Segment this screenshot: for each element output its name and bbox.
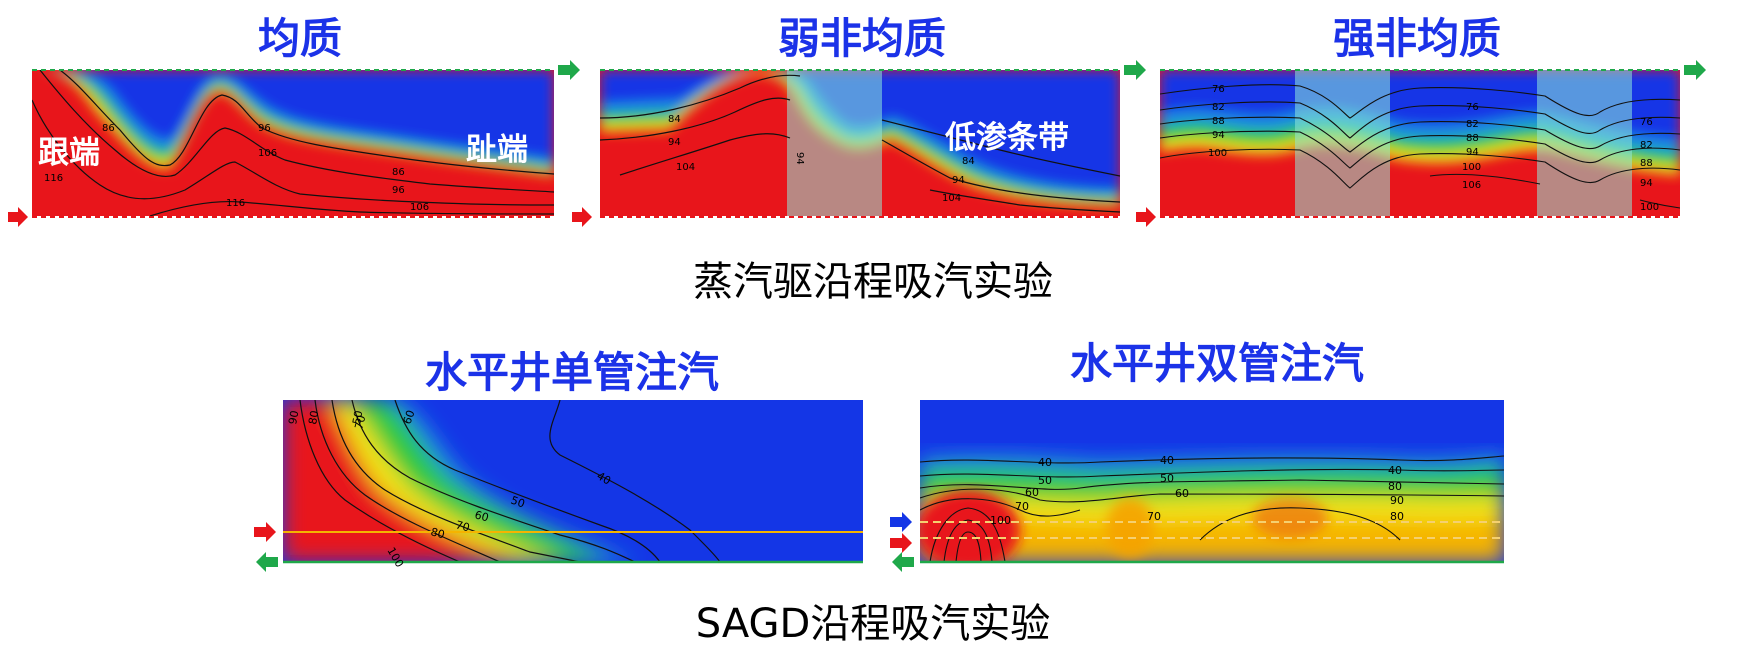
contour-label: 96 [392, 185, 405, 196]
contour-label: 82 [1466, 119, 1479, 130]
contour-label: 70 [352, 414, 368, 431]
contour-label: 70 [1147, 510, 1161, 523]
low-permeability-band-label: 低渗条带 [944, 120, 1069, 156]
contour-label: 80 [306, 409, 321, 425]
caption-steam-flood: 蒸汽驱沿程吸汽实验 [693, 259, 1053, 305]
top-row-boundaries [32, 69, 1680, 218]
contour-label: 94 [668, 137, 681, 148]
arrows-single-tube [254, 522, 278, 572]
contour-label: 94 [1640, 178, 1653, 189]
injection-arrow-icon [890, 533, 912, 553]
contour-label: 60 [401, 408, 418, 426]
contour-label: 88 [1640, 158, 1653, 169]
contour-label: 84 [962, 156, 975, 167]
panel-homogeneous [32, 70, 554, 216]
contour-label: 80 [429, 525, 446, 541]
contour-label: 60 [1175, 487, 1189, 500]
contour-label: 90 [286, 409, 301, 425]
contour-label: 40 [1038, 456, 1052, 469]
panel-weak-heterogeneous [600, 70, 1120, 216]
panel-title-weak-heterogeneous: 弱非均质 [777, 14, 947, 63]
contour-label: 116 [226, 198, 245, 209]
heel-label: 跟端 [38, 135, 100, 171]
contour-label: 100 [1640, 202, 1659, 213]
contour-label: 82 [1640, 140, 1653, 151]
contour-label: 70 [454, 518, 471, 534]
panel-title-dual-tube: 水平井双管注汽 [1069, 339, 1365, 388]
panel-title-strong-heterogeneous: 强非均质 [1332, 14, 1502, 63]
injection-arrow-icon [254, 522, 276, 542]
production-arrow-icon [892, 552, 914, 572]
contour-label: 40 [595, 469, 614, 487]
contour-label: 94 [952, 175, 965, 186]
contour-label: 50 [1160, 472, 1174, 485]
contour-label: 60 [1025, 486, 1039, 499]
contour-label: 76 [1466, 102, 1479, 113]
contour-label: 88 [1212, 116, 1225, 127]
contour-label: 76 [1640, 117, 1653, 128]
contour-label: 40 [1160, 454, 1174, 467]
contour-label: 76 [1212, 84, 1225, 95]
panel-dual-tube [920, 400, 1504, 562]
contour-label: 96 [258, 123, 271, 134]
contour-label: 50 [350, 409, 365, 425]
contour-label: 94 [1466, 147, 1479, 158]
contour-label: 100 [990, 514, 1011, 527]
contour-label: 82 [1212, 102, 1225, 113]
contour-label: 86 [392, 167, 405, 178]
contour-label: 88 [1466, 133, 1479, 144]
caption-sagd: SAGD沿程吸汽实验 [695, 601, 1051, 647]
contour-label: 80 [1390, 510, 1404, 523]
contour-label: 100 [1462, 162, 1481, 173]
contour-label: 94 [1212, 130, 1225, 141]
contour-label: 106 [410, 202, 429, 213]
contour-label: 116 [44, 173, 63, 184]
injection-arrow-icon [890, 512, 912, 532]
arrows-dual-tube [890, 512, 914, 572]
contour-label: 50 [509, 494, 527, 511]
contour-label: 70 [1015, 500, 1029, 513]
contour-label: 94 [794, 152, 805, 165]
production-arrow-icon [256, 552, 278, 572]
contour-label: 40 [1388, 464, 1402, 477]
injection-arrow-icon [572, 207, 592, 227]
production-arrow-icon [1684, 60, 1706, 80]
production-arrow-icon [1124, 60, 1146, 80]
contour-label: 104 [676, 162, 695, 173]
contour-label: 100 [1208, 148, 1227, 159]
contour-label: 80 [1388, 480, 1402, 493]
panel-title-homogeneous: 均质 [257, 14, 343, 63]
panel-single-tube [283, 400, 863, 562]
contour-label: 86 [102, 123, 115, 134]
panel-title-single-tube: 水平井单管注汽 [424, 348, 720, 397]
contour-label: 106 [258, 148, 277, 159]
injection-arrows-top [8, 60, 1706, 227]
injection-arrow-icon [1136, 207, 1156, 227]
contour-label: 104 [942, 193, 961, 204]
contour-label: 50 [1038, 474, 1052, 487]
contour-label: 84 [668, 114, 681, 125]
injection-arrow-icon [8, 207, 28, 227]
panel-strong-heterogeneous [1160, 70, 1680, 216]
contour-label: 60 [473, 508, 490, 524]
toe-label: 趾端 [466, 132, 528, 168]
production-arrow-icon [558, 60, 580, 80]
contour-label: 90 [1390, 494, 1404, 507]
contour-label: 106 [1462, 180, 1481, 191]
